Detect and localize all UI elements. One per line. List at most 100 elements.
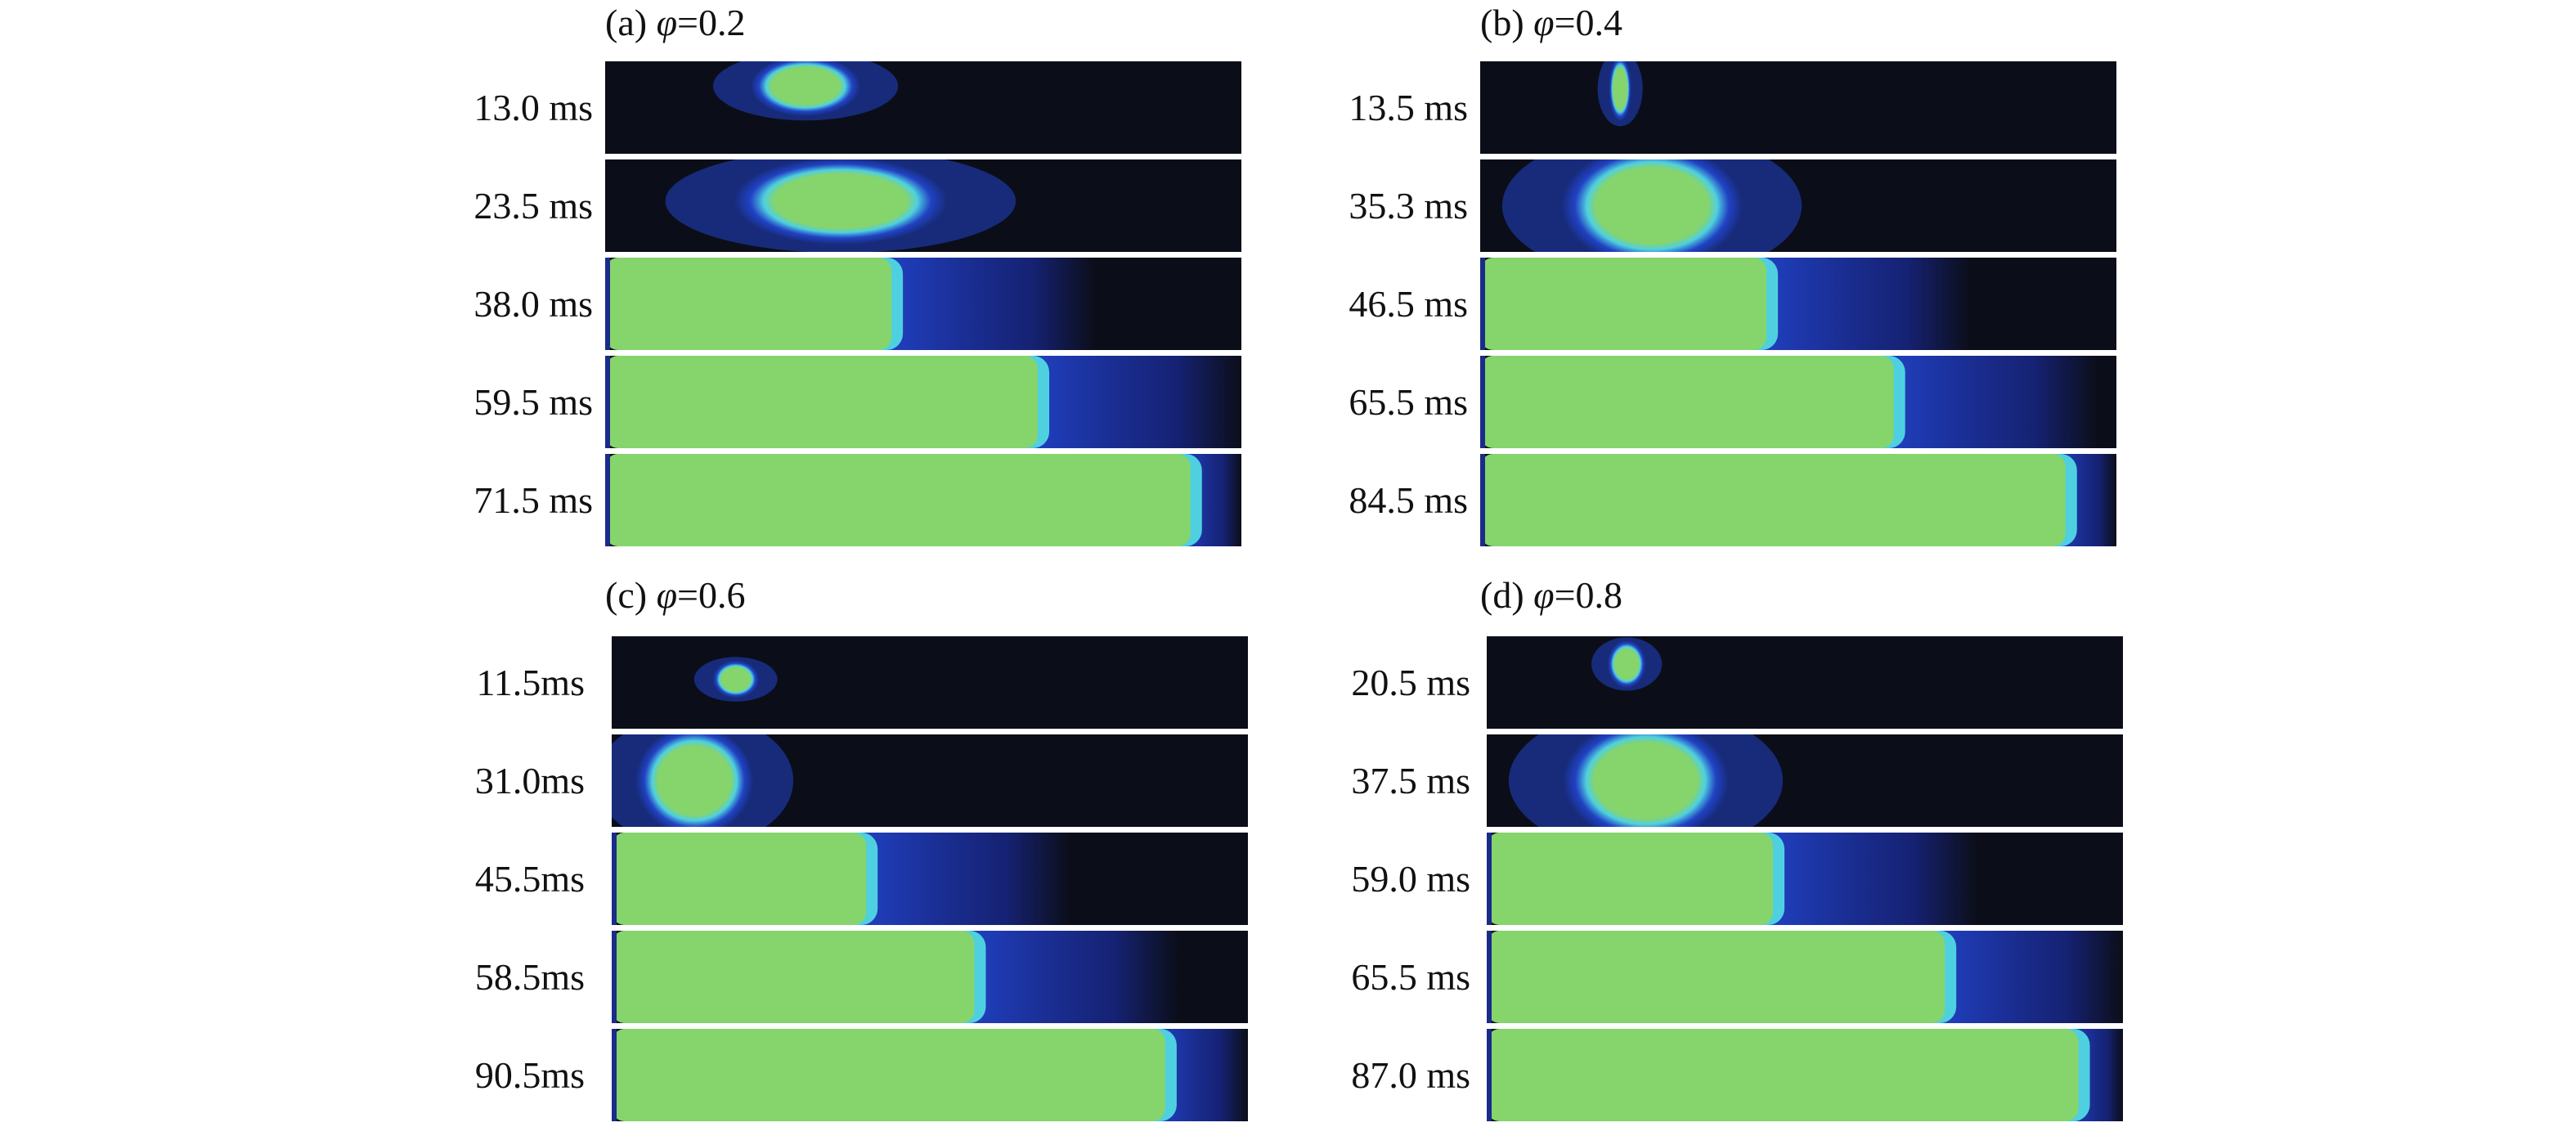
- flame-frame-image: [1480, 61, 2116, 154]
- flame-body: [605, 454, 1191, 546]
- time-label: 11.5ms: [476, 661, 585, 703]
- frame-background: [1480, 61, 2116, 154]
- flame-image: [605, 61, 1241, 154]
- frame-wall: [612, 833, 617, 925]
- flame-image: [605, 258, 1241, 350]
- time-label: 90.5ms: [474, 1053, 585, 1096]
- frame-wall: [1480, 258, 1485, 350]
- flame-glow: [1758, 258, 1972, 350]
- frame-wall: [1487, 1029, 1492, 1121]
- flame-image: [605, 159, 1241, 252]
- flame-image: [612, 1029, 1248, 1121]
- flame-frame-image: [1480, 159, 2116, 252]
- flame-image: [605, 454, 1241, 546]
- flame-body: [1480, 258, 1767, 350]
- flame-frame-image: [612, 1029, 1248, 1121]
- flame-image: [1480, 159, 2116, 252]
- flame-body: [1487, 931, 1945, 1023]
- frame-wall: [605, 356, 610, 448]
- flame-frame-image: [605, 454, 1241, 546]
- flame-kernel: [750, 61, 861, 117]
- time-label: 71.5 ms: [473, 478, 593, 521]
- time-label: 31.0ms: [474, 759, 585, 802]
- flame-frame-image: [612, 931, 1248, 1023]
- flame-image: [612, 636, 1248, 729]
- flame-frame-image: [1487, 833, 2123, 925]
- frame-wall: [605, 454, 610, 546]
- flame-image: [1487, 1029, 2123, 1121]
- panel-label: (d): [1480, 574, 1534, 616]
- flame-kernel: [1561, 159, 1744, 252]
- flame-image: [612, 931, 1248, 1023]
- flame-frame-image: [1487, 931, 2123, 1023]
- time-label: 65.5 ms: [1351, 955, 1470, 998]
- flame-frame-image: [605, 159, 1241, 252]
- panel-label: (c): [605, 574, 657, 616]
- panel-title: (d) φ=0.8: [1480, 572, 1622, 618]
- frame-background: [1487, 636, 2123, 729]
- time-label: 45.5ms: [474, 857, 585, 900]
- frame-wall: [612, 1029, 617, 1121]
- flame-glow: [1885, 356, 2098, 448]
- flame-image: [1480, 61, 2116, 154]
- flame-kernel: [1607, 640, 1646, 689]
- flame-body: [605, 356, 1039, 448]
- phi-symbol: φ: [1533, 2, 1555, 43]
- panel-title: (c) φ=0.6: [605, 572, 745, 618]
- flame-image: [612, 734, 1248, 827]
- time-label: 84.5 ms: [1349, 478, 1468, 521]
- flame-frame-image: [605, 258, 1241, 350]
- time-label: 13.5 ms: [1349, 86, 1468, 128]
- panel-a: (a) φ=0.2 13.0 ms 23.5 ms 38.0 ms 59.5 ms 71…: [450, 0, 1349, 572]
- panel-title: (a) φ=0.2: [605, 0, 745, 46]
- flame-frame-image: [1487, 636, 2123, 729]
- flame-glow: [966, 931, 1179, 1023]
- flame-body: [612, 833, 867, 925]
- flame-glow: [1765, 833, 1978, 925]
- phi-symbol: φ: [656, 574, 678, 616]
- time-label: 23.5 ms: [473, 184, 593, 227]
- flame-kernel: [1563, 734, 1729, 827]
- flame-body: [1480, 454, 2066, 546]
- time-label: 59.5 ms: [473, 380, 593, 423]
- flame-frame-image: [605, 61, 1241, 154]
- phi-symbol: φ: [1533, 574, 1555, 616]
- flame-frame-image: [1480, 454, 2116, 546]
- frame-wall: [1487, 931, 1492, 1023]
- panel-d: (d) φ=0.8 20.5 ms 37.5 ms 59.0 ms 65.5 ms 87…: [1325, 572, 2224, 1145]
- flame-body: [1487, 1029, 2079, 1121]
- flame-image: [612, 833, 1248, 925]
- phi-value: =0.4: [1554, 2, 1623, 43]
- frame-background: [605, 61, 1241, 154]
- phi-value: =0.2: [677, 2, 746, 43]
- frame-wall: [1480, 454, 1485, 546]
- panel-label: (a): [605, 2, 657, 43]
- flame-glow: [1936, 931, 2123, 1023]
- time-label: 20.5 ms: [1351, 661, 1470, 703]
- panel-b: (b) φ=0.4 13.5 ms 35.3 ms 46.5 ms 65.5 ms 84…: [1325, 0, 2224, 572]
- time-label: 46.5 ms: [1349, 282, 1468, 325]
- flame-frame-image: [1487, 1029, 2123, 1121]
- flame-frame-image: [612, 833, 1248, 925]
- phi-symbol: φ: [656, 2, 678, 43]
- flame-body: [612, 931, 975, 1023]
- flame-kernel: [734, 159, 948, 245]
- flame-body: [1487, 833, 1774, 925]
- flame-glow: [1030, 356, 1241, 448]
- flame-body: [612, 1029, 1165, 1121]
- flame-image: [1487, 833, 2123, 925]
- flame-frame-image: [605, 356, 1241, 448]
- panel-title: (b) φ=0.4: [1480, 0, 1622, 46]
- flame-kernel: [712, 660, 760, 698]
- flame-frame-image: [612, 734, 1248, 827]
- panel-label: (b): [1480, 2, 1534, 43]
- flame-body: [605, 258, 892, 350]
- flame-image: [1487, 734, 2123, 827]
- flame-image: [1480, 258, 2116, 350]
- time-label: 59.0 ms: [1351, 857, 1470, 900]
- flame-glow: [858, 833, 1071, 925]
- flame-body: [1480, 356, 1894, 448]
- phi-value: =0.6: [677, 574, 746, 616]
- flame-image: [605, 356, 1241, 448]
- flame-frame-image: [1487, 734, 2123, 827]
